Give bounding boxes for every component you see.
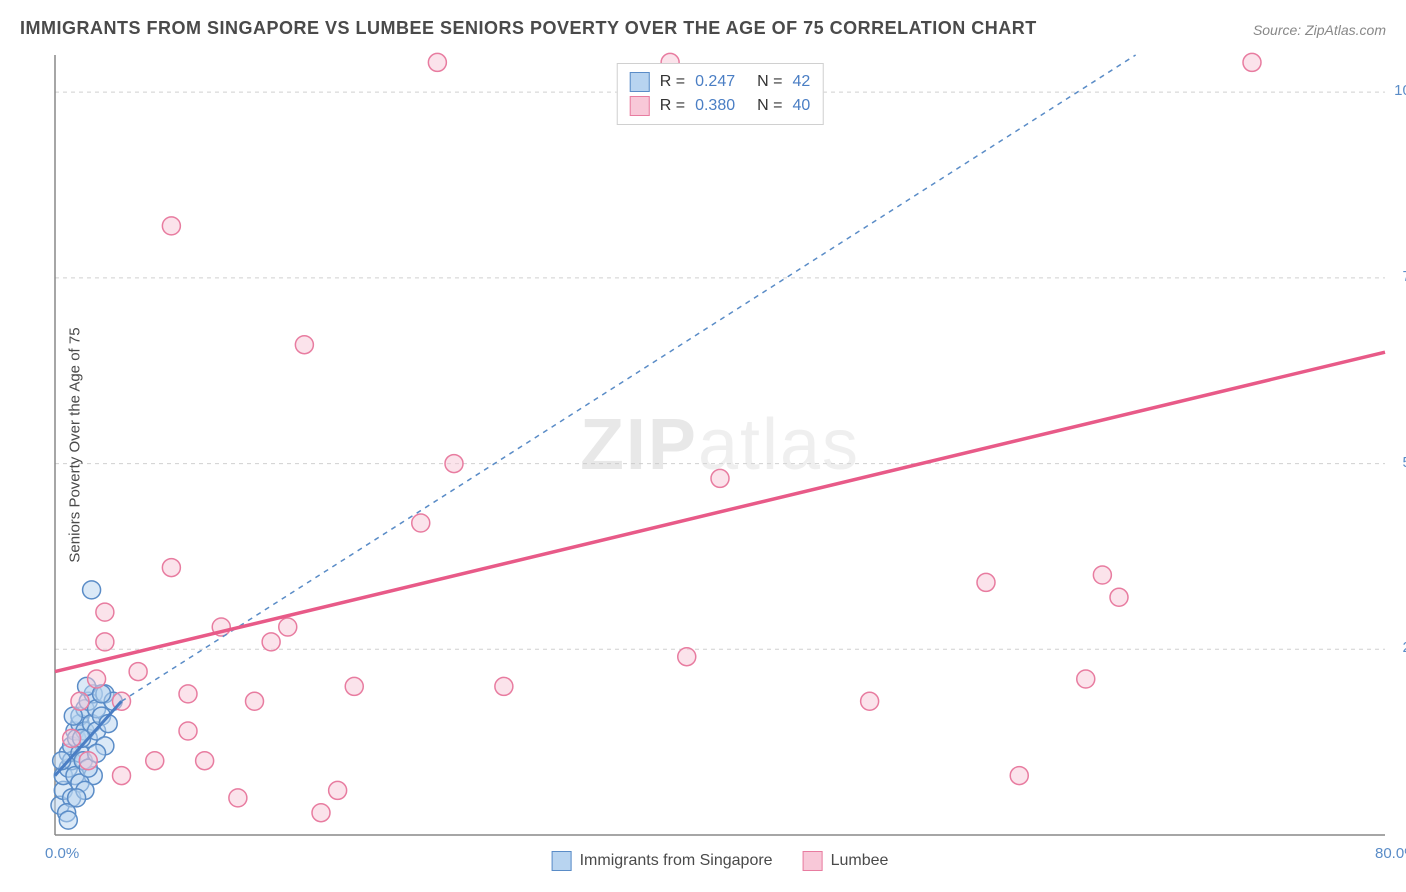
legend-series-name: Lumbee (831, 852, 889, 870)
y-tick-label: 75.0% (1402, 268, 1406, 285)
data-point (1093, 566, 1111, 584)
data-point (196, 752, 214, 770)
y-axis-label: Seniors Poverty Over the Age of 75 (67, 327, 84, 562)
legend-n-value: 42 (792, 73, 810, 91)
x-tick-label: 80.0% (1375, 845, 1406, 862)
data-point (412, 514, 430, 532)
data-point (96, 603, 114, 621)
data-point (88, 670, 106, 688)
data-point (229, 789, 247, 807)
legend-n-label: N = (757, 73, 782, 91)
data-point (96, 633, 114, 651)
legend-swatch (552, 851, 572, 871)
data-point (1077, 670, 1095, 688)
data-point (71, 692, 89, 710)
legend-series-item: Immigrants from Singapore (552, 851, 773, 871)
trend-line-extension (122, 55, 1136, 701)
y-tick-label: 50.0% (1402, 454, 1406, 471)
data-point (428, 53, 446, 71)
data-point (146, 752, 164, 770)
legend-series-item: Lumbee (803, 851, 889, 871)
data-point (68, 789, 86, 807)
data-point (179, 722, 197, 740)
data-point (129, 663, 147, 681)
y-tick-label: 25.0% (1402, 639, 1406, 656)
chart-title: IMMIGRANTS FROM SINGAPORE VS LUMBEE SENI… (20, 18, 1037, 39)
trend-line (55, 352, 1385, 671)
data-point (179, 685, 197, 703)
data-point (162, 217, 180, 235)
y-tick-label: 100.0% (1394, 82, 1406, 99)
legend-r-value: 0.247 (695, 73, 735, 91)
legend-swatch (803, 851, 823, 871)
legend-stats-box: R = 0.247 N = 42 R = 0.380 N = 40 (617, 63, 824, 125)
data-point (83, 581, 101, 599)
legend-swatch (630, 96, 650, 116)
scatter-plot-svg (55, 55, 1385, 835)
legend-stat-row: R = 0.380 N = 40 (630, 94, 811, 118)
data-point (63, 729, 81, 747)
data-point (1010, 767, 1028, 785)
data-point (113, 767, 131, 785)
data-point (861, 692, 879, 710)
source-attribution: Source: ZipAtlas.com (1253, 22, 1386, 38)
data-point (312, 804, 330, 822)
data-point (279, 618, 297, 636)
data-point (345, 677, 363, 695)
data-point (711, 469, 729, 487)
legend-r-label: R = (660, 97, 685, 115)
legend-n-value: 40 (792, 97, 810, 115)
x-tick-label: 0.0% (45, 845, 79, 862)
data-point (262, 633, 280, 651)
data-point (59, 811, 77, 829)
legend-series: Immigrants from Singapore Lumbee (552, 851, 889, 871)
data-point (1243, 53, 1261, 71)
legend-n-label: N = (757, 97, 782, 115)
data-point (295, 336, 313, 354)
data-point (162, 559, 180, 577)
legend-series-name: Immigrants from Singapore (580, 852, 773, 870)
legend-r-label: R = (660, 73, 685, 91)
legend-r-value: 0.380 (695, 97, 735, 115)
chart-area: Seniors Poverty Over the Age of 75 ZIPat… (55, 55, 1385, 835)
data-point (79, 752, 97, 770)
legend-swatch (630, 72, 650, 92)
data-point (246, 692, 264, 710)
data-point (1110, 588, 1128, 606)
legend-stat-row: R = 0.247 N = 42 (630, 70, 811, 94)
data-point (678, 648, 696, 666)
data-point (445, 455, 463, 473)
data-point (977, 573, 995, 591)
data-point (495, 677, 513, 695)
data-point (329, 781, 347, 799)
